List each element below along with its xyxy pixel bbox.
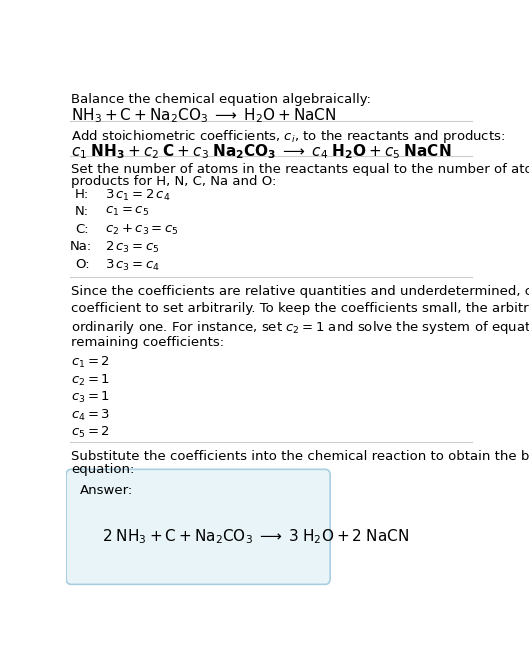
Text: Na:: Na: — [70, 240, 93, 253]
Text: coefficient to set arbitrarily. To keep the coefficients small, the arbitrary va: coefficient to set arbitrarily. To keep … — [71, 302, 529, 315]
Text: H:: H: — [75, 188, 89, 201]
FancyBboxPatch shape — [66, 470, 330, 584]
Text: Substitute the coefficients into the chemical reaction to obtain the balanced: Substitute the coefficients into the che… — [71, 450, 529, 464]
Text: $c_1\;\mathrm{\mathbf{NH_3}} + c_2\;\mathrm{\mathbf{C}} + c_3\;\mathrm{\mathbf{N: $c_1\;\mathrm{\mathbf{NH_3}} + c_2\;\mat… — [71, 142, 451, 161]
Text: ordinarily one. For instance, set $c_2 = 1$ and solve the system of equations fo: ordinarily one. For instance, set $c_2 =… — [71, 319, 529, 336]
Text: Add stoichiometric coefficients, $c_i$, to the reactants and products:: Add stoichiometric coefficients, $c_i$, … — [71, 128, 505, 145]
Text: products for H, N, C, Na and O:: products for H, N, C, Na and O: — [71, 175, 277, 188]
Text: N:: N: — [75, 205, 89, 218]
Text: $c_3 = 1$: $c_3 = 1$ — [71, 390, 110, 406]
Text: Since the coefficients are relative quantities and underdetermined, choose a: Since the coefficients are relative quan… — [71, 285, 529, 298]
Text: $c_5 = 2$: $c_5 = 2$ — [71, 425, 110, 440]
Text: Answer:: Answer: — [80, 484, 133, 497]
Text: $c_1 = c_5$: $c_1 = c_5$ — [105, 205, 149, 219]
Text: $c_2 = 1$: $c_2 = 1$ — [71, 373, 110, 388]
Text: $c_4 = 3$: $c_4 = 3$ — [71, 408, 110, 423]
Text: $2\,c_3 = c_5$: $2\,c_3 = c_5$ — [105, 240, 160, 255]
Text: Set the number of atoms in the reactants equal to the number of atoms in the: Set the number of atoms in the reactants… — [71, 163, 529, 175]
Text: remaining coefficients:: remaining coefficients: — [71, 336, 224, 350]
Text: $c_2 + c_3 = c_5$: $c_2 + c_3 = c_5$ — [105, 223, 179, 237]
Text: $3\,c_1 = 2\,c_4$: $3\,c_1 = 2\,c_4$ — [105, 188, 171, 203]
Text: equation:: equation: — [71, 463, 134, 476]
Text: $\mathrm{2\;NH_3 + C + Na_2CO_3 \;\longrightarrow\; 3\;H_2O + 2\;NaCN}$: $\mathrm{2\;NH_3 + C + Na_2CO_3 \;\longr… — [102, 528, 409, 546]
Text: Balance the chemical equation algebraically:: Balance the chemical equation algebraica… — [71, 93, 371, 107]
Text: $\mathrm{NH_3 + C + Na_2CO_3 \;\longrightarrow\; H_2O + NaCN}$: $\mathrm{NH_3 + C + Na_2CO_3 \;\longrigh… — [71, 106, 336, 125]
Text: $c_1 = 2$: $c_1 = 2$ — [71, 356, 110, 370]
Text: O:: O: — [75, 257, 90, 271]
Text: C:: C: — [75, 223, 89, 236]
Text: $3\,c_3 = c_4$: $3\,c_3 = c_4$ — [105, 257, 160, 273]
